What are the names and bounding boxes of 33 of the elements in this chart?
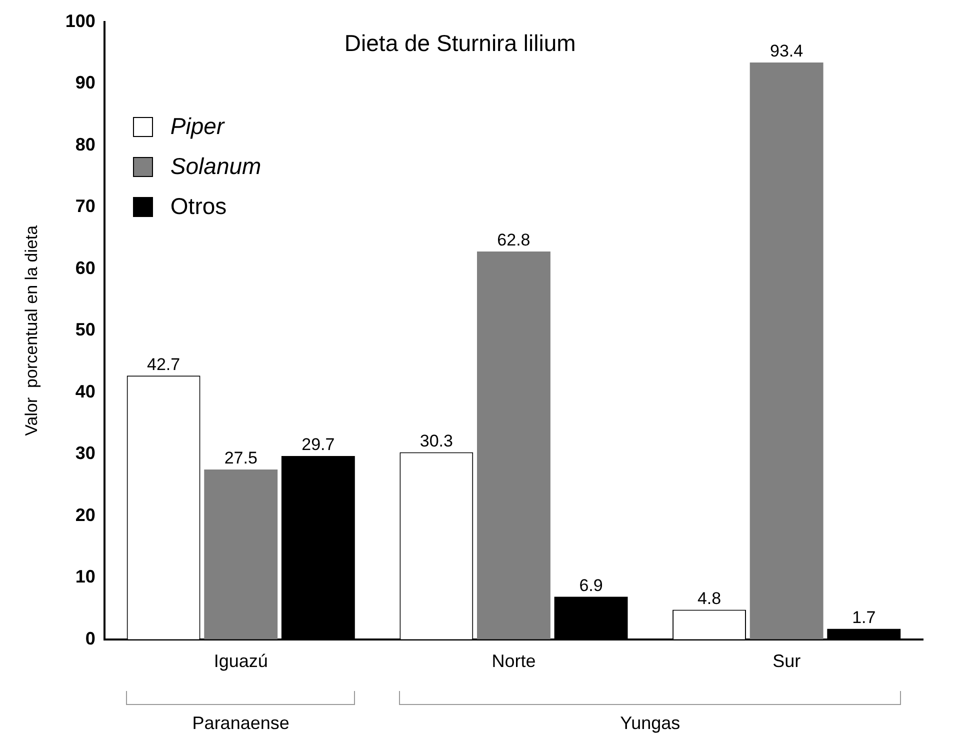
data-label: 29.7 [302,435,335,454]
data-label: 6.9 [579,576,603,595]
y-tick-label: 60 [75,258,96,278]
data-label: 1.7 [852,608,876,628]
x-tick-label: Norte [492,651,536,672]
x-tick-label: Iguazú [214,651,268,672]
data-label: 42.7 [147,354,180,374]
data-label: 4.8 [697,588,722,608]
text: Yungas [619,713,682,734]
y-tick-label: 10 [75,566,96,587]
chart-title: Dieta de Sturnira lilium [344,30,576,57]
data-label: 93.4 [770,42,804,61]
data-label: 30.3 [420,431,453,450]
x-tick-label: Sur [772,651,801,672]
legend-label: Otros [170,193,227,220]
legend-label: Solanum [170,153,262,180]
data-label: 62.8 [497,230,530,250]
y-axis-title: Valor porcentual en la dieta [22,224,41,436]
data-label: 27.5 [224,448,258,468]
bar [750,62,824,640]
y-tick-label: 70 [75,196,96,216]
y-tick-label: 100 [65,10,96,31]
bar [476,252,550,640]
y-tick-label: 90 [75,72,96,93]
y-tick-label: 20 [75,504,96,525]
legend-label: Piper [170,113,224,140]
y-tick-label: 30 [75,443,96,464]
text: Paranaense [191,713,290,734]
y-tick-label: 50 [75,320,96,340]
y-tick-label: 0 [85,628,96,648]
y-tick-label: 40 [75,381,96,402]
bar [204,470,278,640]
y-tick-label: 80 [75,134,96,154]
